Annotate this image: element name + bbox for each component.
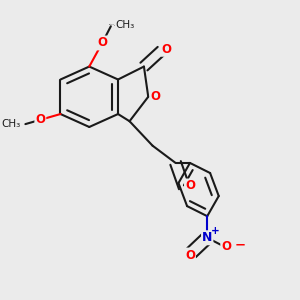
Text: CH₃: CH₃	[2, 119, 21, 129]
Text: methoxy: methoxy	[109, 24, 116, 25]
Text: N: N	[202, 231, 212, 244]
Text: O: O	[185, 179, 195, 193]
Text: O: O	[150, 90, 161, 103]
Text: −: −	[235, 238, 246, 251]
Text: +: +	[211, 226, 220, 236]
Text: O: O	[221, 240, 231, 253]
Text: O: O	[97, 37, 107, 50]
Text: CH₃: CH₃	[115, 20, 134, 30]
Text: methoxy: methoxy	[114, 25, 120, 26]
Text: O: O	[185, 248, 195, 262]
Text: O: O	[35, 113, 45, 126]
Text: O: O	[161, 43, 171, 56]
